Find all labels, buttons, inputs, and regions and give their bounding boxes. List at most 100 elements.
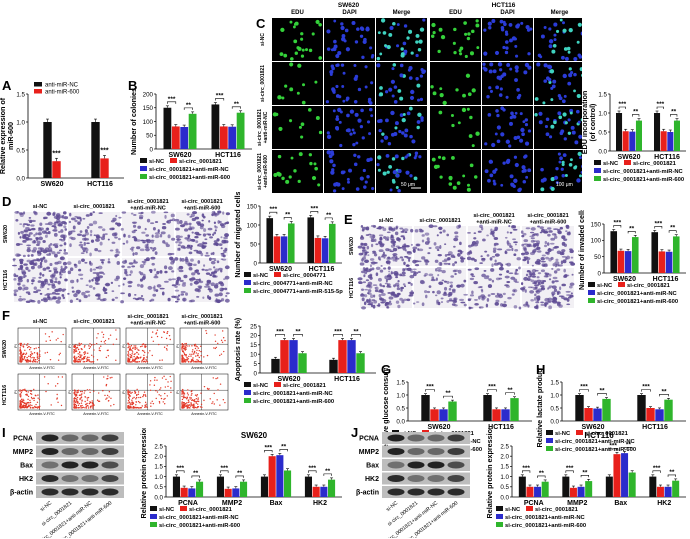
- flow-plot: [17, 373, 67, 411]
- y-tick-label: 1.0: [500, 474, 509, 481]
- y-tick-label: 2.5: [500, 443, 509, 450]
- y-tick-label: 0.5: [16, 147, 25, 154]
- legend-swatch: [588, 298, 595, 303]
- significance-bracket: [215, 98, 225, 101]
- significance-label: ***: [276, 328, 284, 335]
- legend-label: si-circ_0001821+anti-miR-600: [555, 447, 636, 453]
- column-label: si-circ_0001821 +anti-miR-NC: [127, 314, 168, 327]
- bar: [284, 470, 292, 497]
- significance-bracket: [443, 395, 453, 399]
- bar: [188, 113, 197, 149]
- significance-label: ***: [619, 101, 627, 108]
- bar: [163, 107, 172, 149]
- bar: [672, 236, 680, 273]
- bar: [501, 409, 510, 421]
- y-tick-label: 10: [250, 352, 257, 359]
- legend-swatch: [150, 522, 157, 527]
- bar: [492, 409, 501, 421]
- bar: [593, 408, 602, 421]
- y-tick-label: 150: [591, 221, 602, 228]
- y-tick-label: 200: [143, 91, 154, 98]
- legend-label: si-circ_0004771+anti-miR-515-5p: [253, 289, 343, 295]
- micrograph: [68, 212, 120, 256]
- y-axis-label: Relative expression ofmiR-600: [0, 97, 15, 174]
- legend-label: si-circ_0001821+anti-miR-NC: [159, 515, 240, 521]
- legend-label: si-circ_0001821+anti-miR-NC: [253, 391, 334, 397]
- blot-band: [427, 448, 445, 455]
- flow-y-axis-label: PI: [68, 344, 72, 347]
- y-tick-label: 0: [254, 370, 258, 377]
- blot-band: [407, 475, 425, 482]
- panel-label-c: C: [256, 16, 266, 31]
- blot-strip: [382, 486, 470, 498]
- legend-swatch: [140, 166, 147, 171]
- column-label: si-NC: [33, 319, 48, 325]
- y-tick-label: 0.5: [550, 405, 559, 412]
- column-label: si-circ_0001821 +anti-miR-NC: [473, 213, 514, 226]
- chart-c: EDU incorporation(of control)0.0 0.5 1.0 1.…: [582, 91, 686, 183]
- x-tick-label: MMP2: [567, 500, 587, 507]
- bar: [448, 401, 457, 421]
- y-tick-label: 1.0: [598, 110, 607, 117]
- significance-label: **: [599, 388, 605, 395]
- legend-swatch: [244, 288, 251, 293]
- bar: [665, 251, 673, 273]
- row-label: si-NC: [260, 33, 266, 46]
- significance-bracket: [668, 230, 677, 233]
- x-tick-label: HCT116: [309, 266, 335, 273]
- flow-x-axis-label: Annexin-V-FITC: [137, 366, 163, 370]
- flow-y-axis-label: PI: [68, 390, 72, 393]
- legend-label: si-circ_0001821: [633, 161, 677, 167]
- significance-bracket: [264, 450, 273, 453]
- significance-bracket: [652, 470, 661, 473]
- flow-y-axis-label: PI: [14, 344, 18, 347]
- column-label: si-circ_0001821: [73, 204, 114, 210]
- flow-y-axis-label: PI: [176, 390, 180, 393]
- migration-image-grid: si-NC si-circ_0001821 si-circ_0001821 +anti…: [3, 199, 231, 304]
- legend-swatch: [244, 398, 251, 403]
- significance-label: **: [539, 470, 545, 477]
- channel-label: DAPI: [342, 10, 357, 16]
- significance-bracket: [310, 211, 319, 214]
- y-tick-label: 2.5: [154, 443, 163, 450]
- x-tick-label: SW620: [618, 154, 641, 161]
- legend-label: si-circ_0001821: [283, 383, 327, 389]
- significance-bracket: [183, 107, 193, 110]
- significance-bracket: [624, 447, 633, 450]
- micrograph: [534, 62, 582, 105]
- significance-bracket: [167, 101, 177, 104]
- edu-dapi-image-grid: SW620 HCT116 EDU DAPI Merge EDU DAPI Merge si-NC…: [257, 2, 582, 193]
- legend-label: si-circ_0001821: [535, 507, 579, 513]
- blot-band: [101, 461, 119, 469]
- bar: [541, 481, 549, 497]
- bar: [196, 481, 204, 497]
- bar: [298, 353, 307, 373]
- y-tick-label: 50: [250, 241, 257, 248]
- legend-swatch: [594, 168, 601, 173]
- y-tick-label: 0.0: [154, 494, 163, 501]
- y-tick-label: 1.0: [396, 392, 405, 399]
- bar: [320, 486, 328, 497]
- column-label: si-NC: [33, 204, 48, 210]
- legend-swatch: [546, 430, 553, 435]
- y-tick-label: 50: [146, 133, 153, 140]
- y-tick-label: 0: [598, 270, 602, 277]
- blot-band: [387, 448, 405, 455]
- bar: [667, 132, 674, 151]
- x-tick-label: SW620: [269, 266, 292, 273]
- bar: [656, 486, 664, 497]
- blot-band: [387, 475, 405, 482]
- channel-label: Merge: [551, 10, 569, 16]
- chart-title: SW620: [241, 431, 268, 440]
- blot-strip: [382, 445, 470, 458]
- panel-label-b: B: [128, 78, 138, 93]
- bar: [211, 104, 220, 149]
- x-tick-label: SW620: [278, 376, 301, 383]
- cell-line-label: HCT116: [492, 2, 516, 9]
- legend-swatch: [170, 158, 177, 163]
- scale-bar-label: 50 μm: [401, 182, 415, 188]
- x-tick-label: HCT116: [654, 154, 680, 161]
- bar: [629, 131, 636, 151]
- legend-swatch: [594, 160, 601, 165]
- channel-label: Merge: [393, 10, 411, 16]
